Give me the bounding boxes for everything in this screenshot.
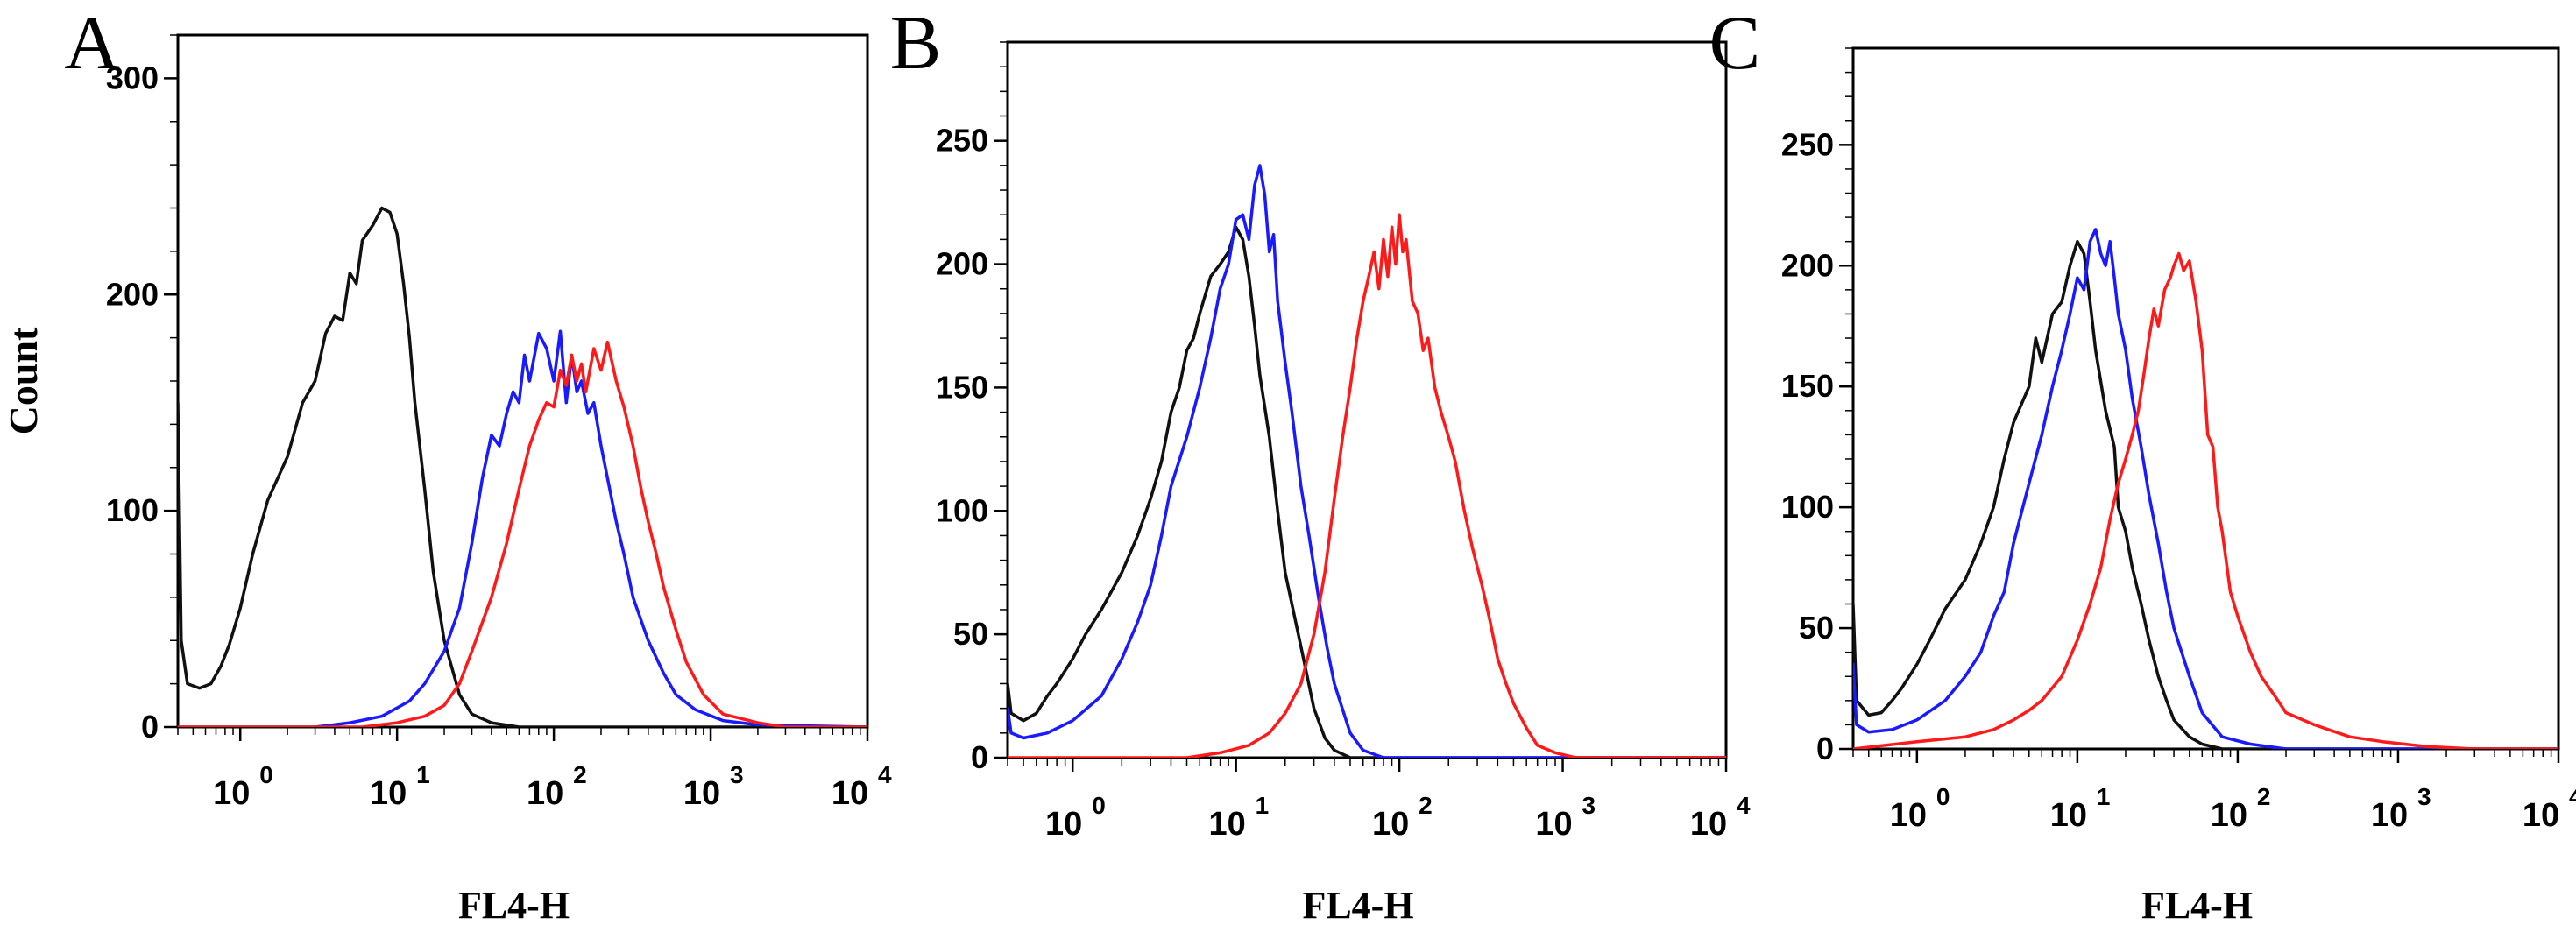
y-tick-label: 300 [106, 60, 159, 95]
series-line-black [1008, 225, 1726, 758]
y-tick-label: 50 [953, 616, 988, 652]
x-tick-label: 10 [2050, 797, 2087, 834]
y-tick-label: 200 [1781, 247, 1834, 283]
plot-frame [1851, 46, 2560, 751]
series-line-black [178, 206, 867, 727]
plot-frame [1006, 40, 1728, 759]
x-axis-label: FL4-H [1302, 884, 1413, 927]
y-tick-label: 200 [106, 276, 159, 312]
y-tick-label: 0 [141, 709, 159, 745]
series-line-blue [1853, 228, 2558, 749]
y-tick-label: 100 [1781, 489, 1834, 525]
y-axis-label: Count [1, 327, 46, 434]
x-tick-label: 10 [2523, 797, 2559, 834]
x-tick-label: 10 [527, 775, 563, 812]
x-tick-label: 10 [213, 775, 250, 812]
x-tick-label: 10 [683, 775, 720, 812]
panel-label: A [64, 1, 120, 86]
series-line-black [1853, 239, 2558, 749]
y-tick-label: 0 [1816, 731, 1834, 766]
x-tick-label: 10 [1890, 797, 1927, 834]
x-tick-label: 10 [370, 775, 407, 812]
x-tick-label: 10 [2371, 797, 2408, 834]
x-tick-exponent: 1 [1256, 792, 1270, 819]
x-tick-exponent: 1 [2097, 783, 2111, 810]
x-tick-exponent: 4 [1737, 792, 1751, 819]
x-tick-exponent: 4 [878, 761, 892, 788]
series-line-red [178, 340, 867, 727]
y-tick-label: 150 [936, 369, 988, 405]
x-tick-exponent: 0 [259, 761, 273, 788]
panel-label: C [1709, 1, 1761, 86]
x-tick-label: 10 [1209, 806, 1246, 843]
x-tick-exponent: 3 [2417, 783, 2431, 810]
x-tick-label: 10 [2211, 797, 2247, 834]
x-axis-label: FL4-H [458, 884, 570, 927]
x-axis-label: FL4-H [2141, 884, 2253, 927]
y-tick-label: 250 [936, 123, 988, 159]
y-tick-label: 0 [971, 739, 988, 775]
series-line-red [1853, 251, 2558, 749]
x-tick-label: 10 [1372, 806, 1409, 843]
x-tick-exponent: 1 [416, 761, 430, 788]
y-tick-label: 150 [1781, 368, 1834, 404]
y-tick-label: 100 [106, 492, 159, 528]
series-line-red [1008, 213, 1726, 758]
x-tick-exponent: 2 [2257, 783, 2271, 810]
x-tick-exponent: 3 [1582, 792, 1596, 819]
x-tick-label: 10 [832, 775, 868, 812]
x-tick-exponent: 0 [1936, 783, 1950, 810]
panel-label: B [890, 1, 942, 86]
x-tick-label: 10 [1045, 806, 1082, 843]
x-tick-exponent: 4 [2569, 783, 2576, 810]
x-tick-exponent: 3 [730, 761, 744, 788]
x-tick-exponent: 0 [1092, 792, 1106, 819]
y-tick-label: 100 [936, 492, 988, 528]
series-line-blue [1008, 164, 1726, 758]
series-line-blue [178, 329, 867, 727]
x-tick-label: 10 [1535, 806, 1572, 843]
x-tick-label: 10 [1690, 806, 1727, 843]
x-tick-exponent: 2 [573, 761, 587, 788]
y-tick-label: 200 [936, 246, 988, 282]
y-tick-label: 250 [1781, 126, 1834, 162]
x-tick-exponent: 2 [1419, 792, 1433, 819]
y-tick-label: 50 [1799, 610, 1834, 646]
